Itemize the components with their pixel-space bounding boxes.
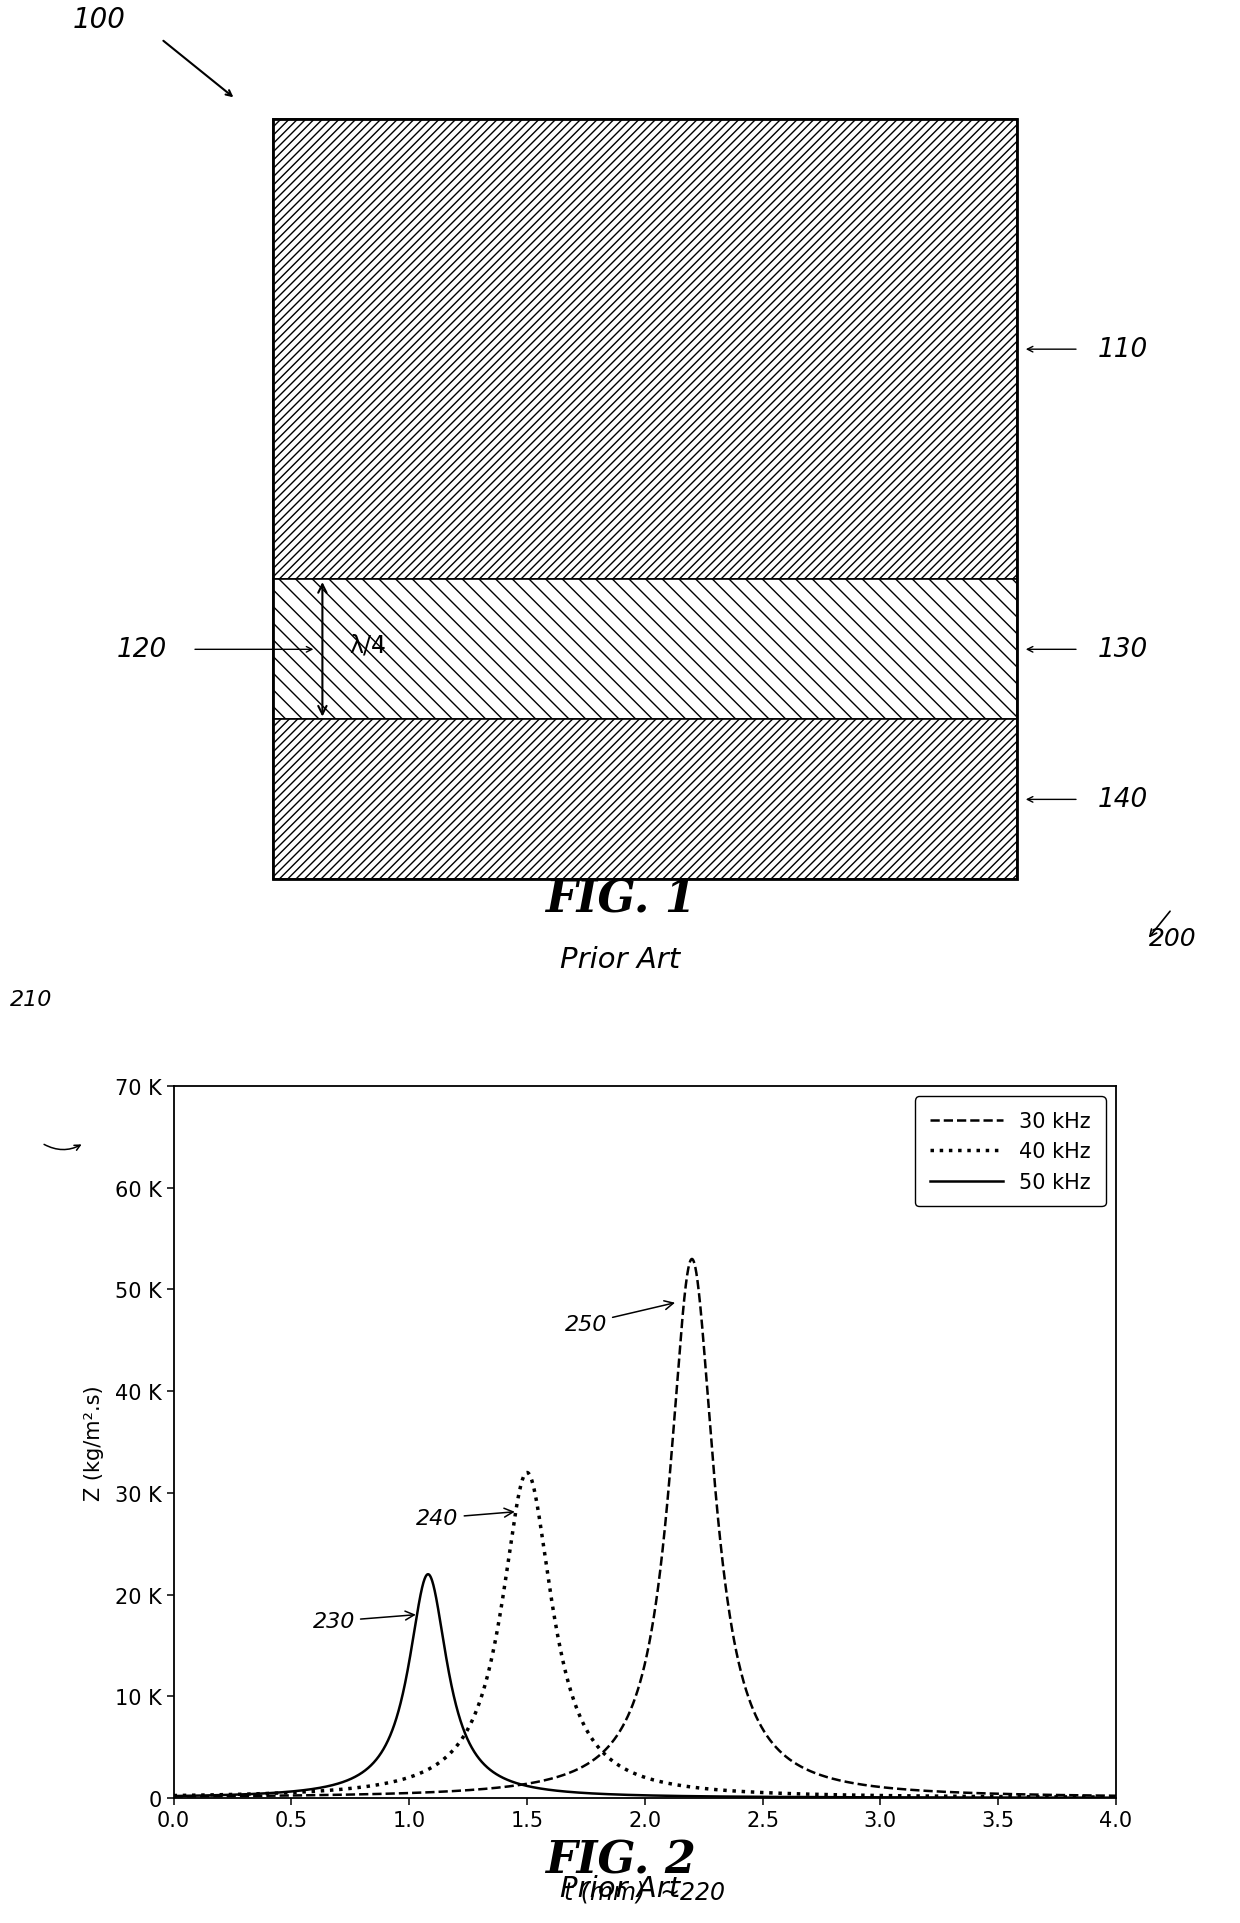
30 kHz: [869, 1775, 884, 1798]
50 kHz: [779, 1786, 794, 1810]
Bar: [273, 119, 1017, 581]
Text: FIG. 1: FIG. 1: [544, 879, 696, 921]
Bar: [273, 119, 1017, 881]
Line: 30 kHz: 30 kHz: [174, 1260, 1116, 1796]
Text: 210: 210: [10, 990, 52, 1010]
50 kHz: [869, 1786, 884, 1810]
Bar: [273, 719, 1017, 881]
40 kHz: [337, 1777, 352, 1800]
Text: Prior Art: Prior Art: [560, 1875, 680, 1902]
Text: t (mm)  ~220: t (mm) ~220: [564, 1881, 725, 1904]
50 kHz: [732, 1785, 746, 1808]
40 kHz: [527, 1477, 542, 1500]
Text: 110: 110: [1097, 337, 1148, 363]
30 kHz: [779, 1746, 794, 1769]
40 kHz: [520, 1461, 534, 1485]
Text: 200: 200: [1149, 927, 1197, 950]
Text: Prior Art: Prior Art: [560, 946, 680, 973]
50 kHz: [420, 1563, 435, 1586]
Y-axis label: Z (kg/m².s): Z (kg/m².s): [84, 1385, 104, 1500]
40 kHz: [166, 1785, 181, 1808]
30 kHz: [732, 1652, 746, 1675]
Line: 50 kHz: 50 kHz: [174, 1575, 1116, 1798]
Legend: 30 kHz, 40 kHz, 50 kHz: 30 kHz, 40 kHz, 50 kHz: [915, 1096, 1106, 1208]
Text: 230: 230: [312, 1611, 414, 1631]
30 kHz: [166, 1785, 181, 1808]
Text: 100: 100: [73, 6, 125, 35]
30 kHz: [526, 1771, 541, 1794]
50 kHz: [527, 1777, 542, 1800]
Text: 130: 130: [1097, 637, 1148, 663]
Text: 140: 140: [1097, 787, 1148, 813]
50 kHz: [1109, 1786, 1123, 1810]
30 kHz: [1109, 1785, 1123, 1808]
40 kHz: [732, 1781, 746, 1804]
50 kHz: [166, 1785, 181, 1808]
40 kHz: [779, 1783, 794, 1806]
Text: 250: 250: [564, 1302, 673, 1335]
30 kHz: [684, 1248, 699, 1271]
Text: 120: 120: [117, 637, 167, 663]
Text: λ/4: λ/4: [350, 633, 387, 658]
Line: 40 kHz: 40 kHz: [174, 1473, 1116, 1798]
40 kHz: [941, 1785, 956, 1808]
40 kHz: [1109, 1786, 1123, 1810]
Text: FIG. 2: FIG. 2: [544, 1838, 696, 1881]
30 kHz: [941, 1781, 956, 1804]
50 kHz: [337, 1769, 352, 1792]
40 kHz: [869, 1785, 884, 1808]
50 kHz: [941, 1786, 956, 1810]
30 kHz: [337, 1783, 352, 1806]
Text: 240: 240: [417, 1508, 513, 1529]
Bar: [273, 581, 1017, 719]
